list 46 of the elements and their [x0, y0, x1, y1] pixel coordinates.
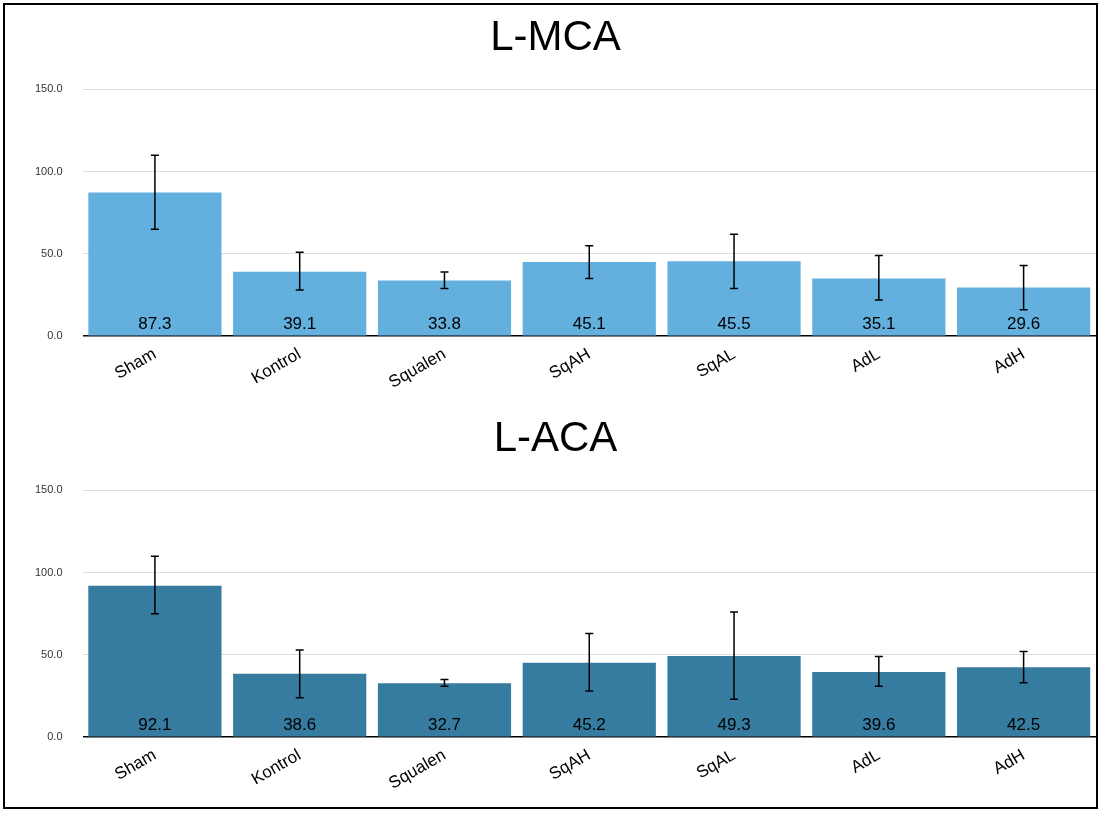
- x-tick-label: SqAL: [692, 344, 739, 382]
- bar: [522, 261, 656, 336]
- x-tick-label: AdH: [989, 344, 1028, 378]
- y-tick-label: 150.0: [35, 82, 63, 95]
- data-label: 38.6: [283, 715, 317, 735]
- x-tick-label: Sham: [111, 344, 160, 383]
- bar: [812, 672, 946, 737]
- x-tick-label: AdL: [847, 745, 884, 777]
- bar: [812, 278, 946, 336]
- bar: [233, 673, 367, 737]
- x-tick-label: AdH: [989, 745, 1028, 779]
- bar: [667, 261, 801, 336]
- data-label: 39.1: [283, 314, 317, 334]
- y-tick-label: 50.0: [41, 246, 63, 259]
- x-tick-label: SqAL: [692, 745, 739, 783]
- bar: [233, 271, 367, 336]
- bar: [88, 192, 222, 336]
- bar: [88, 585, 222, 737]
- x-tick-label: AdL: [847, 344, 884, 376]
- x-tick-label: Sham: [111, 745, 160, 784]
- y-tick-label: 0.0: [47, 329, 63, 342]
- data-label: 35.1: [862, 314, 896, 334]
- data-label: 39.6: [862, 715, 896, 735]
- y-tick-label: 100.0: [35, 565, 63, 578]
- y-tick-label: 0.0: [47, 730, 63, 743]
- bar: [667, 656, 801, 737]
- data-label: 45.1: [572, 314, 606, 334]
- bar: [522, 662, 656, 737]
- data-label: 33.8: [427, 314, 462, 334]
- data-label: 32.7: [427, 715, 462, 735]
- chart-title: L-MCA: [490, 11, 621, 59]
- y-tick-label: 100.0: [35, 164, 63, 177]
- y-tick-label: 50.0: [41, 647, 63, 660]
- data-label: 49.3: [717, 715, 751, 735]
- bar: [377, 683, 512, 737]
- data-label: 92.1: [138, 715, 172, 735]
- data-label: 45.5: [717, 314, 751, 334]
- data-label: 45.2: [572, 715, 606, 735]
- data-label: 87.3: [138, 314, 172, 334]
- bar: [377, 280, 512, 336]
- bar: [957, 667, 1091, 737]
- bar: [957, 287, 1091, 336]
- chart-title: L-ACA: [493, 412, 618, 460]
- data-label: 29.6: [1007, 314, 1041, 334]
- data-label: 42.5: [1007, 715, 1041, 735]
- y-tick-label: 150.0: [35, 483, 63, 496]
